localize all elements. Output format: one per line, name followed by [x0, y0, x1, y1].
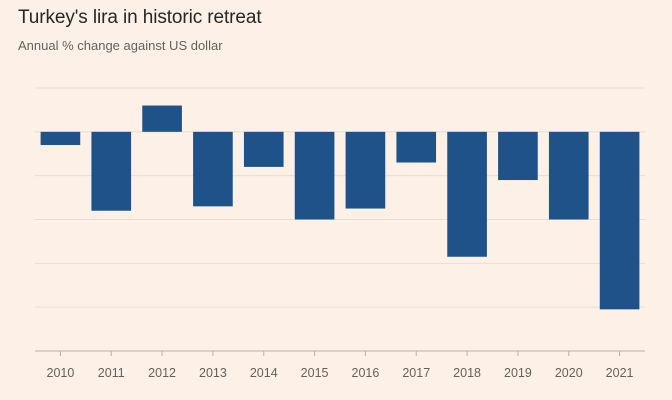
gridlines: [35, 87, 645, 308]
bar-2014: [243, 131, 284, 167]
x-tick-label: 2015: [301, 366, 329, 380]
x-tick-label: 2016: [352, 366, 380, 380]
x-tick-label: 2012: [148, 366, 176, 380]
bar-2019: [498, 131, 538, 181]
bar-2013: [193, 131, 233, 207]
bar-2012: [142, 105, 182, 132]
x-tick-label: 2019: [504, 366, 532, 380]
x-tick-label: 2018: [453, 366, 481, 380]
x-tick-label: 2011: [98, 366, 125, 380]
bar-2010: [40, 131, 81, 145]
bar-2018: [447, 131, 487, 257]
bar-2015: [294, 131, 335, 220]
x-tick-label: 2020: [555, 366, 583, 380]
chart-title: Turkey's lira in historic retreat: [18, 7, 262, 28]
bar-2011: [91, 131, 132, 211]
bar-2017: [396, 131, 437, 163]
bar-2020: [548, 131, 589, 220]
bar-2021: [599, 131, 640, 310]
x-tick-label: 2013: [199, 366, 227, 380]
x-tick-label: 2014: [250, 366, 278, 380]
x-tick-label: 2017: [402, 366, 430, 380]
x-axis: 2010 2011 2012 2013 2014 2015 2016 2017 2018 2019…: [35, 350, 645, 380]
chart-subtitle: Annual % change against US dollar: [18, 38, 223, 53]
x-tick-label: 2021: [606, 366, 634, 380]
x-tick-label: 2010: [47, 366, 75, 380]
bars: [40, 105, 640, 310]
bar-2016: [345, 131, 386, 209]
